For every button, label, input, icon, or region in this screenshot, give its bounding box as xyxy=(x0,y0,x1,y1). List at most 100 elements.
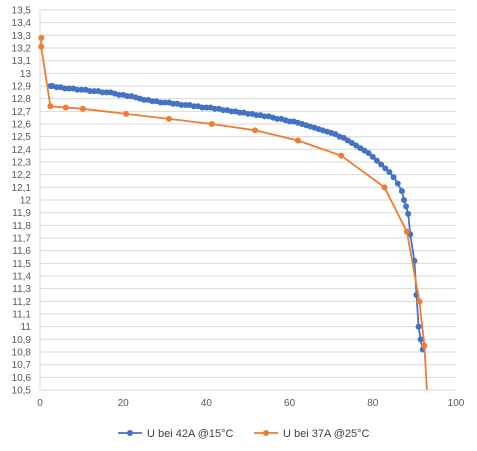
data-point xyxy=(286,118,293,125)
data-point xyxy=(252,127,259,134)
data-point xyxy=(149,98,156,105)
data-point xyxy=(338,152,345,159)
data-point xyxy=(253,112,260,119)
series-1 xyxy=(47,83,426,353)
data-point xyxy=(261,113,268,120)
data-point xyxy=(141,96,147,103)
y-tick-label: 12,4 xyxy=(12,145,32,156)
data-point xyxy=(416,298,423,305)
data-point xyxy=(417,336,424,343)
data-point xyxy=(124,93,131,100)
data-point xyxy=(170,100,177,107)
y-tick-label: 10,9 xyxy=(12,335,32,346)
y-tick-label: 12,6 xyxy=(12,120,32,131)
y-tick-label: 10,7 xyxy=(12,360,32,371)
y-tick-label: 12,9 xyxy=(12,82,32,93)
legend: U bei 42A @15°C U bei 37A @25°C xyxy=(118,428,370,440)
data-point xyxy=(47,103,54,110)
y-tick-label: 12,7 xyxy=(12,107,32,118)
data-point xyxy=(99,89,106,96)
data-point xyxy=(415,323,422,330)
data-point xyxy=(203,104,210,111)
data-point xyxy=(86,88,93,95)
legend-marker xyxy=(263,430,269,436)
y-tick-label: 13,3 xyxy=(12,31,32,42)
data-point xyxy=(421,342,428,349)
y-tick-label: 12,3 xyxy=(12,158,32,169)
data-point xyxy=(53,84,60,91)
data-point xyxy=(199,104,206,111)
x-tick-label: 0 xyxy=(37,398,43,409)
x-tick-label: 100 xyxy=(448,398,465,409)
y-tick-label: 11 xyxy=(21,322,32,333)
data-point xyxy=(190,103,197,110)
y-tick-label: 11,2 xyxy=(12,297,31,308)
data-point xyxy=(405,210,412,217)
data-point xyxy=(294,137,301,144)
y-tick-label: 10,5 xyxy=(12,386,32,397)
y-tick-label: 13,2 xyxy=(12,44,32,55)
data-point xyxy=(66,85,73,92)
data-point xyxy=(74,86,81,93)
data-point xyxy=(211,105,218,112)
y-tick-label: 11,4 xyxy=(12,272,31,283)
y-tick-label: 11,8 xyxy=(12,221,31,232)
data-point xyxy=(182,102,189,108)
data-point xyxy=(369,153,376,160)
y-tick-label: 13,1 xyxy=(12,56,32,67)
data-point xyxy=(390,174,397,181)
data-point xyxy=(178,102,185,108)
data-point xyxy=(381,184,388,191)
data-point xyxy=(208,121,215,127)
data-point xyxy=(382,165,389,172)
x-tick-label: 60 xyxy=(284,398,296,409)
data-point xyxy=(91,88,98,95)
series xyxy=(38,34,428,391)
data-point xyxy=(386,169,393,176)
y-tick-label: 12,5 xyxy=(12,132,32,143)
data-point xyxy=(78,86,85,93)
data-point xyxy=(373,157,380,164)
gridlines xyxy=(40,9,456,378)
legend-label: U bei 42A @15°C xyxy=(147,428,234,440)
x-tick-label: 20 xyxy=(118,398,130,409)
data-point xyxy=(403,228,410,235)
series-line xyxy=(40,37,428,391)
data-point xyxy=(123,110,130,117)
legend-item-1: U bei 42A @15°C xyxy=(118,428,234,440)
y-tick-label: 12,1 xyxy=(12,183,32,194)
axes xyxy=(39,10,456,391)
legend-label: U bei 37A @25°C xyxy=(283,428,370,440)
data-point xyxy=(228,108,235,115)
legend-item-2: U bei 37A @25°C xyxy=(254,428,370,440)
y-tick-label: 11,3 xyxy=(12,284,31,295)
data-point xyxy=(236,109,243,116)
y-tick-label: 10,8 xyxy=(12,348,32,359)
data-point xyxy=(103,89,110,96)
x-tick-labels: 0 20 40 60 80 100 xyxy=(37,398,465,409)
y-tick-label: 10,6 xyxy=(12,373,32,384)
y-tick-label: 13 xyxy=(20,69,32,80)
data-point xyxy=(220,107,227,114)
x-tick-label: 40 xyxy=(201,398,213,409)
y-tick-label: 12 xyxy=(20,196,32,207)
data-point xyxy=(401,197,407,203)
legend-marker xyxy=(127,430,133,436)
data-point xyxy=(38,43,45,50)
data-point xyxy=(365,150,372,157)
data-point xyxy=(161,99,168,106)
data-point xyxy=(61,85,68,92)
y-tick-label: 11,6 xyxy=(12,246,31,257)
data-point xyxy=(245,110,251,117)
y-tick-label: 12,8 xyxy=(12,94,32,105)
data-point xyxy=(403,203,410,210)
series-line xyxy=(50,85,424,350)
data-point xyxy=(62,104,69,111)
data-point xyxy=(165,115,172,122)
data-point xyxy=(38,34,45,41)
y-tick-label: 12,2 xyxy=(12,170,32,181)
data-point xyxy=(378,161,385,168)
series-2 xyxy=(38,34,428,391)
